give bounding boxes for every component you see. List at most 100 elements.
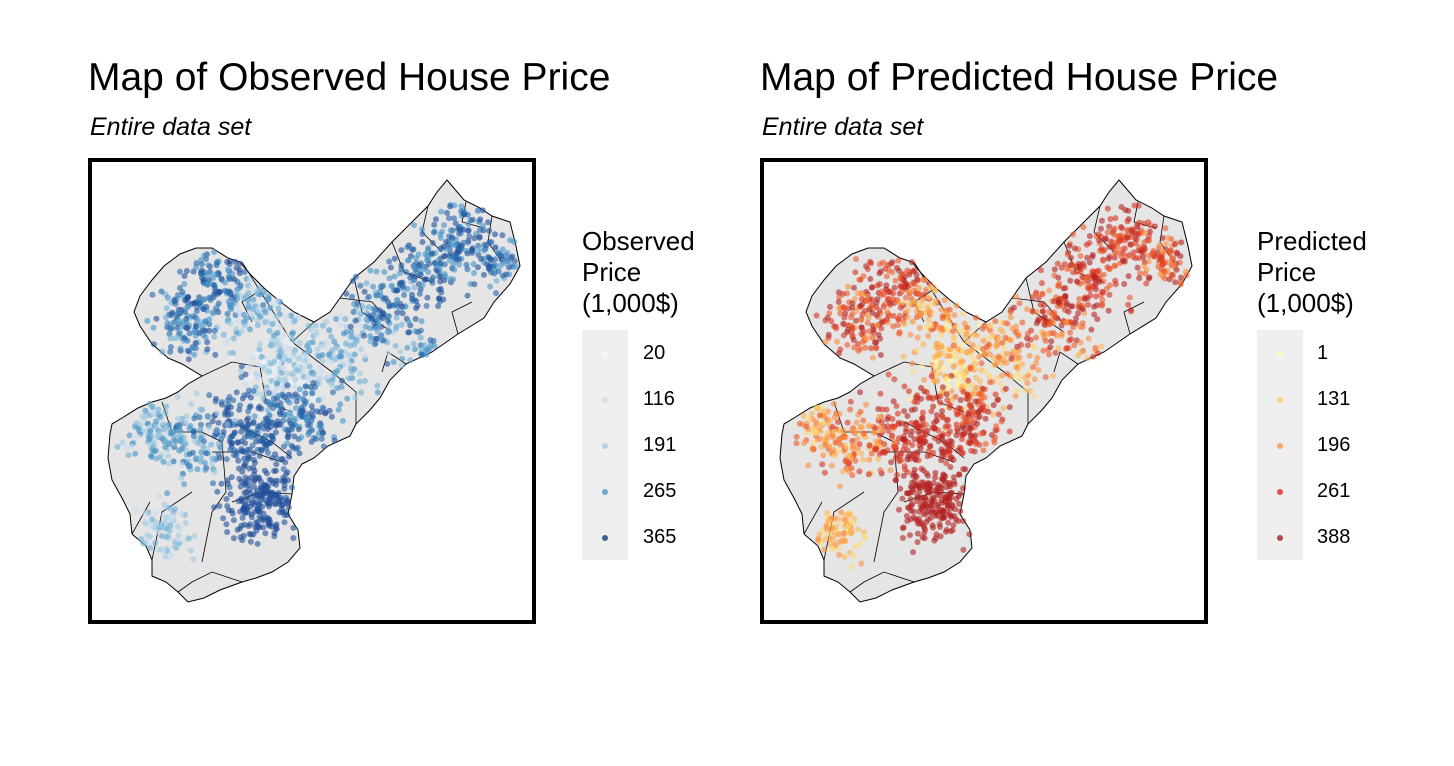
house-point (438, 208, 445, 215)
house-point (993, 375, 1000, 382)
house-point (245, 408, 252, 415)
house-point (132, 450, 139, 457)
house-point (902, 466, 908, 473)
house-point (1004, 350, 1010, 357)
house-point (841, 553, 848, 560)
house-point (267, 500, 274, 507)
house-point (269, 434, 276, 441)
house-point (939, 414, 946, 420)
house-point (913, 271, 920, 278)
house-point (224, 503, 231, 509)
house-point (167, 348, 174, 355)
house-point (230, 349, 236, 356)
house-point (189, 345, 196, 352)
house-point (1034, 355, 1041, 361)
house-point (176, 284, 183, 291)
house-point (848, 314, 854, 321)
house-point (212, 286, 219, 293)
house-point (847, 398, 854, 405)
house-point (200, 305, 207, 312)
house-point (479, 207, 486, 214)
predicted-legend-key-1 (1277, 397, 1283, 403)
house-point (947, 454, 954, 461)
house-point (276, 353, 283, 360)
house-point (1077, 253, 1084, 259)
house-point (1006, 428, 1013, 435)
house-point (349, 293, 355, 300)
house-point (920, 467, 927, 474)
house-point (456, 224, 462, 230)
house-point (884, 447, 891, 454)
house-point (966, 531, 973, 538)
house-point (186, 425, 193, 432)
house-point (854, 445, 861, 452)
house-point (167, 335, 174, 342)
house-point (813, 421, 820, 428)
house-point (1000, 405, 1007, 412)
house-point (891, 438, 898, 445)
house-point (306, 340, 312, 347)
house-point (404, 244, 411, 251)
house-point (399, 355, 406, 362)
house-point (1002, 385, 1009, 392)
house-point (218, 433, 225, 440)
house-point (916, 515, 923, 522)
house-point (126, 432, 133, 439)
house-point (399, 310, 406, 317)
house-point (258, 412, 265, 419)
house-point (899, 495, 906, 502)
house-point (1029, 294, 1036, 301)
house-point (346, 352, 353, 359)
house-point (181, 281, 188, 287)
house-point (891, 376, 898, 383)
house-point (857, 389, 864, 396)
house-point (150, 341, 157, 348)
house-point (884, 308, 891, 315)
house-point (1058, 332, 1065, 339)
house-point (959, 327, 966, 334)
house-point (234, 526, 241, 533)
house-point (947, 489, 954, 496)
house-point (891, 284, 898, 291)
house-point (266, 412, 273, 419)
house-point (470, 261, 477, 268)
house-point (230, 335, 237, 342)
house-point (912, 456, 919, 463)
predicted-legend-key-2 (1277, 443, 1283, 449)
house-point (939, 452, 946, 459)
house-point (175, 423, 182, 430)
house-point (796, 420, 803, 427)
house-point (1098, 225, 1104, 232)
house-point (858, 317, 865, 324)
house-point (836, 447, 843, 454)
house-point (900, 446, 907, 453)
house-point (453, 249, 460, 256)
observed-legend-label-2: 191 (643, 434, 677, 456)
house-point (468, 246, 475, 253)
house-point (248, 284, 255, 291)
house-point (382, 295, 389, 302)
house-point (1033, 289, 1040, 296)
house-point (992, 318, 999, 325)
house-point (275, 490, 282, 496)
house-point (858, 289, 865, 296)
house-point (435, 303, 442, 309)
house-point (1066, 337, 1073, 344)
house-point (213, 428, 219, 435)
house-point (1088, 326, 1095, 333)
house-point (827, 303, 833, 310)
house-point (193, 260, 200, 267)
house-point (181, 481, 188, 488)
house-point (284, 427, 291, 434)
house-point (263, 470, 270, 477)
house-point (976, 378, 983, 385)
house-point (429, 250, 435, 257)
house-point (200, 276, 207, 283)
house-point (916, 285, 922, 291)
house-point (846, 512, 853, 519)
house-point (928, 373, 935, 380)
house-point (990, 411, 996, 418)
house-point (339, 377, 345, 384)
house-point (959, 341, 966, 348)
house-point (1046, 351, 1052, 358)
